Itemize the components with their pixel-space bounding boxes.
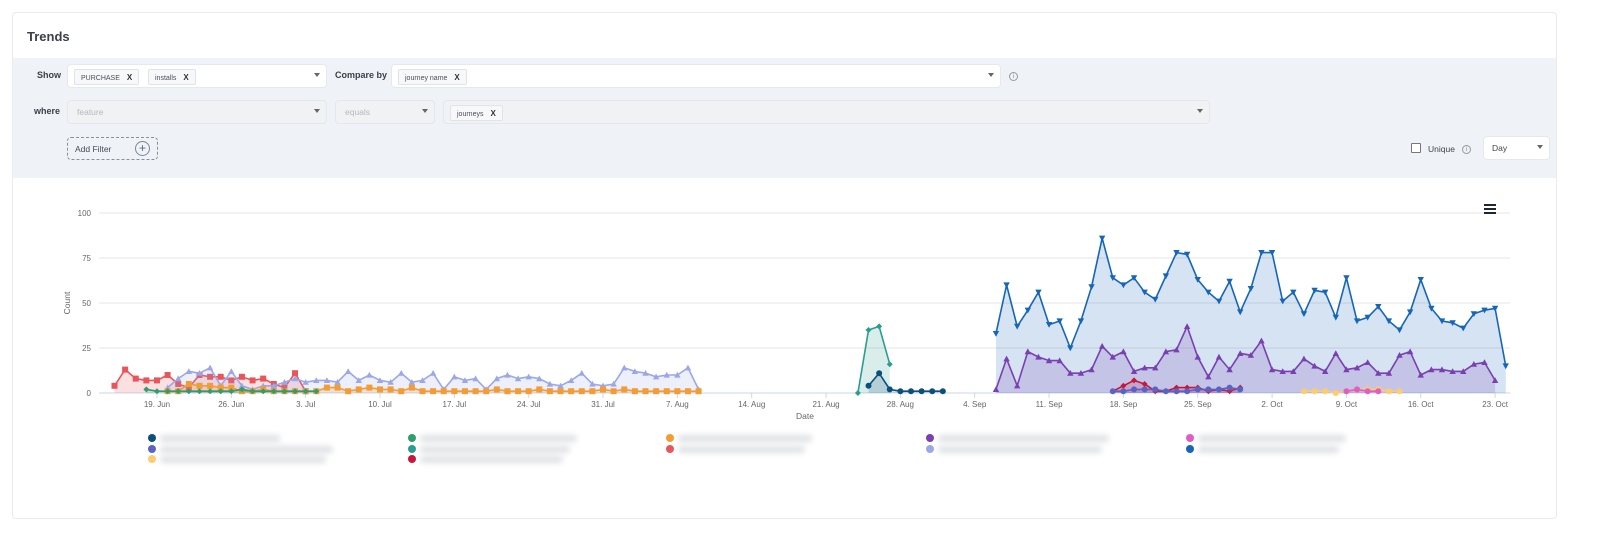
where-property-select[interactable]: feature <box>67 100 327 124</box>
legend-color-dot <box>666 444 674 453</box>
legend-label-obscured <box>938 445 1102 453</box>
legend-color-dot <box>666 434 674 442</box>
where-property-placeholder: feature <box>77 107 104 117</box>
hamburger-menu-icon[interactable] <box>1484 204 1496 214</box>
legend-label-obscured <box>420 435 577 442</box>
interval-select[interactable]: Day <box>1483 136 1550 160</box>
remove-chip-icon[interactable]: X <box>454 73 460 82</box>
show-chip-installs: installs X <box>148 69 196 85</box>
show-chip-purchase: PURCHASE X <box>74 69 140 85</box>
legend-label-obscured <box>420 456 563 463</box>
chevron-down-icon[interactable] <box>1197 109 1203 113</box>
info-icon[interactable]: i <box>1009 72 1018 81</box>
legend-color-dot <box>408 444 416 453</box>
legend-label-obscured <box>938 435 1109 442</box>
add-filter-button[interactable]: Add Filter + <box>67 137 158 160</box>
legend-color-dot <box>1186 434 1194 442</box>
legend-label-obscured <box>1198 435 1346 442</box>
remove-chip-icon[interactable]: X <box>126 73 133 82</box>
show-select[interactable]: PURCHASE X installs X <box>67 64 327 88</box>
where-operator-select[interactable]: equals <box>335 100 435 124</box>
compare-chip-journey-name: journey name X <box>398 69 467 85</box>
chevron-down-icon[interactable] <box>314 73 320 77</box>
chevron-down-icon[interactable] <box>1537 145 1543 149</box>
legend-color-dot <box>148 455 156 463</box>
remove-chip-icon[interactable]: X <box>490 109 496 118</box>
chip-label: journey name <box>405 75 448 82</box>
plus-circle-icon: + <box>135 141 150 156</box>
unique-label: Unique <box>1428 144 1455 154</box>
legend-color-dot <box>408 434 416 442</box>
compare-label: Compare by <box>335 70 388 80</box>
unique-info-icon[interactable]: i <box>1462 145 1471 154</box>
chip-label: PURCHASE <box>81 75 120 82</box>
legend-label-obscured <box>1198 445 1339 453</box>
chevron-down-icon[interactable] <box>422 109 428 113</box>
legend-label-obscured <box>678 445 805 453</box>
unique-checkbox[interactable] <box>1411 143 1421 153</box>
legend-color-dot <box>408 455 416 463</box>
legend-label-obscured <box>678 435 812 442</box>
legend-color-dot <box>926 444 934 453</box>
legend-color-dot <box>148 434 156 442</box>
chevron-down-icon[interactable] <box>988 73 994 77</box>
chip-label: installs <box>155 75 177 82</box>
compare-by-select[interactable]: journey name X <box>391 64 1001 88</box>
where-label: where <box>34 106 61 116</box>
where-value-select[interactable]: journeys X <box>443 100 1210 124</box>
interval-value: Day <box>1492 143 1508 153</box>
card-title: Trends <box>27 29 70 44</box>
legend-label-obscured <box>160 435 280 442</box>
chevron-down-icon[interactable] <box>314 109 320 113</box>
remove-chip-icon[interactable]: X <box>183 73 189 82</box>
legend-label-obscured <box>420 445 570 453</box>
legend-color-dot <box>1186 444 1194 453</box>
add-filter-label: Add Filter <box>75 144 112 154</box>
legend-label-obscured <box>160 445 333 453</box>
trends-card: Trends Show PURCHASE X installs X Compare … <box>12 12 1557 519</box>
legend-color-dot <box>148 444 156 453</box>
where-chip-journeys: journeys X <box>450 105 503 121</box>
chip-label: journeys <box>457 111 484 118</box>
legend-color-dot <box>926 434 934 442</box>
legend-label-obscured <box>160 456 326 463</box>
where-operator-placeholder: equals <box>345 107 371 117</box>
show-label: Show <box>37 70 61 80</box>
filter-panel: Show PURCHASE X installs X Compare by jour… <box>13 58 1556 178</box>
